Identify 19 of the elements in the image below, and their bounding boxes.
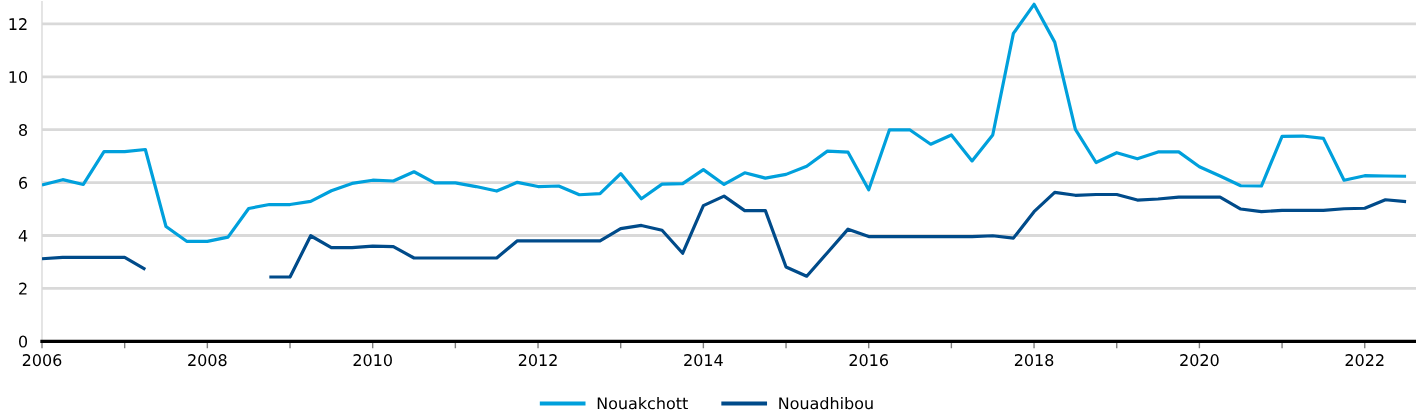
y-tick-label: 0: [19, 335, 28, 348]
x-tick-label: 2010: [353, 354, 392, 367]
y-tick-label: 8: [19, 123, 28, 136]
y-tick-label: 10: [9, 70, 28, 84]
x-tick-label: 2008: [188, 354, 227, 367]
legend-label: Nouakchott: [597, 396, 688, 410]
x-tick-label: 2020: [1180, 354, 1219, 367]
y-tick-label: 4: [18, 229, 28, 242]
x-tick-label: 2016: [849, 354, 889, 367]
y-tick-label: 2: [19, 282, 27, 295]
line-series: [42, 2, 1408, 243]
x-tick-label: 2006: [22, 354, 62, 367]
legend-label: Nouadhibou: [779, 396, 873, 410]
x-tick-label: 2012: [518, 354, 557, 367]
x-tick-label: 2022: [1345, 354, 1384, 367]
x-tick-label: 2014: [684, 354, 723, 367]
x-tick-label: 2018: [1014, 354, 1054, 367]
y-tick-label: 6: [19, 176, 28, 189]
y-tick-label: 12: [9, 18, 27, 30]
